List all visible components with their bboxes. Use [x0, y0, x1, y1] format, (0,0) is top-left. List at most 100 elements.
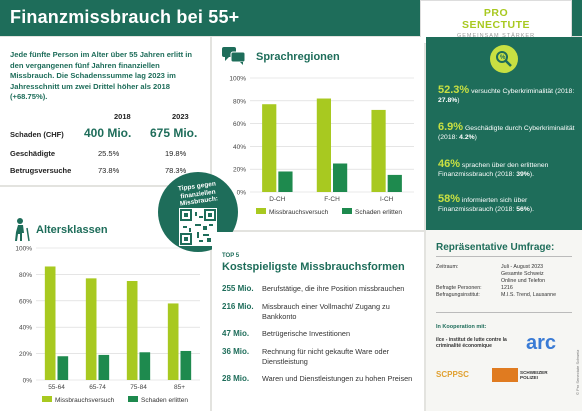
top5-panel	[212, 232, 424, 411]
stat-end: ).	[529, 206, 534, 213]
legend-label: Schaden erlitten	[355, 209, 402, 216]
arc-logo: arc	[526, 332, 557, 354]
stat-cyber-victims: 6.9% Geschädigte durch Cyberkriminalität…	[438, 121, 578, 142]
stat-bold: 27.8%	[438, 97, 458, 104]
bar	[57, 356, 69, 380]
y-tick-label: 20%	[233, 167, 246, 174]
stat-informed: 58% informierten sich über Finanzmissbra…	[438, 193, 578, 214]
stat-end: )	[474, 134, 477, 141]
scppsc-logo: SCPPSC	[436, 370, 469, 379]
logo-line-1: PRO	[483, 7, 509, 19]
cost-amount: 255 Mio.	[222, 284, 254, 293]
ilce-logo: ilce - institut de lutte contre la crimi…	[436, 337, 507, 349]
bar	[167, 303, 179, 380]
x-tick-label: 55-64	[48, 384, 65, 391]
y-tick-label: 0%	[237, 190, 247, 197]
police-logo: SCHWEIZER POLIZEI	[520, 370, 548, 381]
x-tick-label: 65-74	[89, 384, 106, 391]
survey-value: Gesamte Schweiz	[501, 271, 544, 277]
legend-label: Missbrauchsversuch	[269, 209, 329, 216]
stat-spoke: 46% sprachen über den erlittenen Finanzm…	[438, 159, 578, 179]
cost-amount: 47 Mio.	[222, 329, 250, 338]
row-2023: 675 Mio.	[150, 126, 198, 140]
bar	[85, 278, 97, 380]
survey-panel: Repräsentative Umfrage: Zeitraum: Juli - …	[426, 230, 582, 411]
y-tick-label: 100%	[15, 246, 32, 253]
legend-swatch	[342, 208, 352, 214]
bar	[333, 163, 348, 192]
stat-bold: 39%	[516, 171, 530, 178]
y-tick-label: 60%	[233, 121, 246, 128]
stat-text: sprachen über den erlittenen Finanzmissb…	[438, 162, 549, 178]
speech-bubbles-icon	[222, 47, 246, 70]
logo-line-2: SENECTUTE	[461, 19, 531, 31]
x-tick-label: F-CH	[324, 196, 340, 203]
row-label: Betrugsversuche	[10, 166, 72, 175]
bar	[98, 354, 110, 380]
stat-end: ).	[529, 171, 534, 178]
x-tick-label: 75-84	[130, 384, 147, 391]
stat-text: Geschädigte durch Cyberkriminalität (201…	[438, 125, 575, 141]
x-tick-label: I-CH	[380, 196, 394, 203]
y-tick-label: 80%	[19, 272, 32, 279]
intro-panel	[0, 37, 210, 185]
cyber-stats-panel: % 52.3% versuchte Cyberkriminalität (201…	[426, 37, 582, 230]
legend-label: Missbrauchsversuch	[55, 397, 115, 404]
survey-value: Juli - August 2023	[501, 264, 544, 270]
coop-label: In Kooperation mit:	[436, 324, 487, 330]
bar	[44, 266, 56, 380]
survey-value: 1216	[501, 285, 513, 291]
chart-title: Sprachregionen	[256, 51, 340, 63]
stat-text: versuchte Cyberkriminalität (2018:	[469, 88, 575, 95]
copyright: © Pro Senectute Schweiz	[575, 349, 580, 395]
bar	[371, 109, 386, 192]
survey-value: M.I.S. Trend, Lausanne	[501, 292, 557, 298]
cost-text: Waren und Dienstleistungen zu hohen Prei…	[262, 374, 413, 383]
cost-text: Betrügerische Investitionen	[262, 329, 351, 338]
stat-big: 52.3%	[438, 84, 470, 96]
y-tick-label: 40%	[19, 325, 32, 332]
top5-title: Kostspieligste Missbrauchsformen	[222, 261, 405, 273]
svg-text:%: %	[500, 55, 506, 61]
y-tick-label: 0%	[23, 378, 33, 385]
legend-swatch	[128, 396, 138, 402]
bar	[139, 352, 151, 380]
row-2018: 25.5%	[98, 149, 120, 158]
altersklassen-chart: 0% 20% 40% 60% 80% 100% 55-64 65-74 75-84 85+ Miss…	[15, 246, 200, 404]
divider	[436, 312, 572, 313]
page-title: Finanzmissbrauch bei 55+	[10, 7, 240, 27]
survey-key: Befragungsinstitut:	[436, 292, 480, 298]
stat-big: 58%	[438, 193, 461, 205]
bar	[387, 174, 402, 192]
survey-value: Online und Telefon	[501, 278, 546, 284]
stat-bold: 56%	[516, 206, 530, 213]
bar	[126, 281, 138, 380]
y-tick-label: 60%	[19, 298, 32, 305]
row-label: Schaden (CHF)	[10, 130, 64, 139]
survey-row: Befragte Personen: 1216	[436, 285, 513, 291]
sprachregionen-chart: 0% 20% 40% 60% 80% 100% D-CH F-CH I-CH Missbrauch…	[229, 76, 414, 216]
legend-label: Schaden erlitten	[141, 397, 188, 404]
row-2018: 73.8%	[98, 166, 120, 175]
pro-senectute-logo: PRO SENECTUTE GEMEINSAM STÄRKER	[420, 0, 572, 44]
cost-text: Berufstätige, die ihre Position missbrau…	[262, 284, 405, 293]
bar	[180, 350, 192, 380]
intro-text: Jede fünfte Person im Alter über 55 Jahr…	[10, 50, 193, 102]
survey-key: Befragte Personen:	[436, 285, 482, 291]
row-2018: 400 Mio.	[84, 126, 132, 140]
bar	[316, 98, 331, 192]
y-tick-label: 40%	[233, 144, 246, 151]
bar	[262, 104, 277, 192]
stat-end: )	[457, 97, 460, 104]
legend-swatch	[256, 208, 266, 214]
logo-line-3: GEMEINSAM STÄRKER	[456, 33, 536, 39]
col-2023: 2023	[172, 112, 189, 121]
stat-big: 6.9%	[438, 121, 464, 133]
row-2023: 19.8%	[165, 149, 187, 158]
row-2023: 78.3%	[165, 166, 187, 175]
survey-row: Befragungsinstitut: M.I.S. Trend, Lausann…	[436, 292, 556, 298]
cost-text: Rechnung für nicht gekaufte Ware oder Di…	[262, 347, 390, 366]
row-label: Geschädigte	[10, 149, 56, 158]
cost-amount: 36 Mio.	[222, 347, 250, 356]
